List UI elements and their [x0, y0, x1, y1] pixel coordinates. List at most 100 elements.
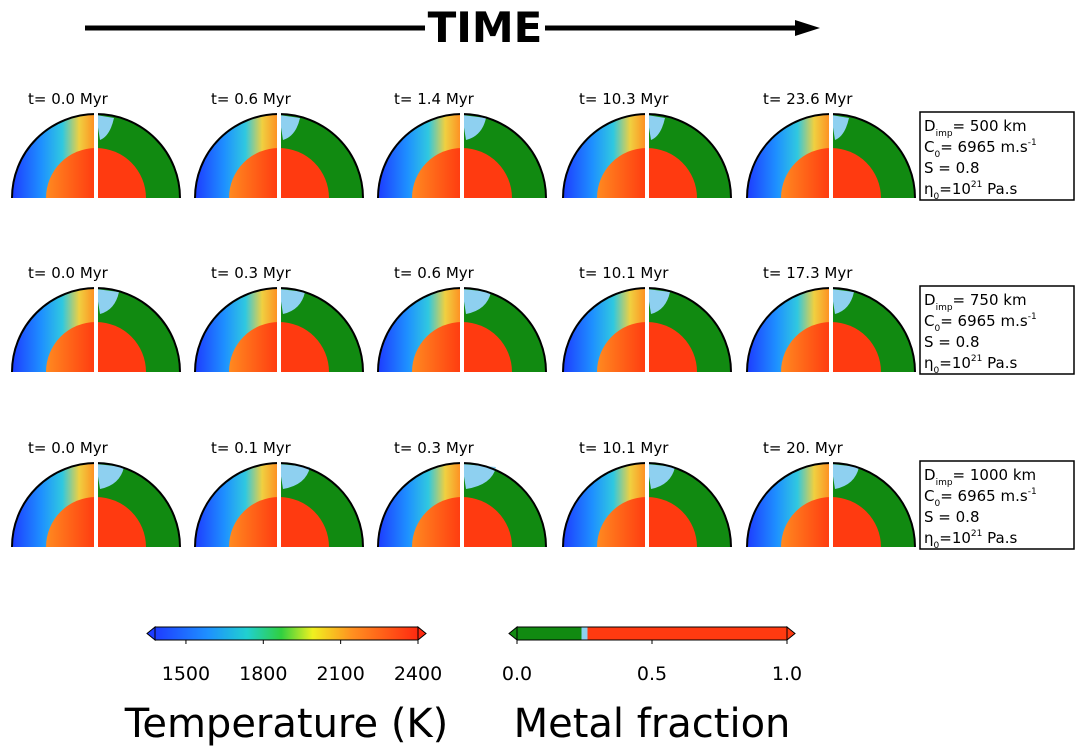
param-sub: 0 — [934, 150, 940, 160]
param-main: C — [924, 312, 934, 330]
metal-blob — [279, 464, 310, 489]
metal-core — [279, 497, 329, 547]
metal-blob — [279, 289, 305, 314]
metal-blob — [647, 289, 670, 314]
metal-blob — [647, 464, 675, 489]
time-label: t= 0.0 Myr — [28, 90, 109, 108]
param-sup: 21 — [971, 354, 982, 364]
mantle-panel — [194, 286, 364, 373]
param-sub: 0 — [934, 192, 940, 202]
param-sub: imp — [936, 478, 953, 488]
metal-core — [647, 322, 697, 372]
param-rest: =10 — [939, 354, 971, 372]
param-sup: -1 — [1028, 312, 1037, 322]
param-rest: = 500 km — [953, 117, 1027, 135]
param-main: S = 0.8 — [924, 333, 979, 351]
metal-core — [462, 497, 512, 547]
param-sub: imp — [936, 303, 953, 313]
mantle-panel — [377, 286, 547, 373]
param-rest: = 6965 m.s — [940, 138, 1028, 156]
mantle-panel — [194, 112, 364, 199]
temperature-core — [46, 497, 96, 547]
metal-core — [831, 322, 881, 372]
param-rest: =10 — [939, 180, 971, 198]
colorbar-tick-label: 1800 — [239, 663, 287, 685]
param-line: η0=1021 Pa.s — [924, 529, 1017, 551]
colorbar-tick-label: 1500 — [162, 663, 210, 685]
metal-blob — [96, 115, 114, 140]
param-rest: = 6965 m.s — [940, 487, 1028, 505]
param-box — [919, 460, 1075, 550]
metal-core — [96, 322, 146, 372]
metal-blob — [831, 289, 854, 314]
time-label: t= 10.1 Myr — [579, 264, 669, 282]
metal-blob — [96, 289, 119, 314]
time-label: t= 0.6 Myr — [394, 264, 475, 282]
temperature-core — [781, 148, 831, 198]
param-tail: Pa.s — [982, 529, 1017, 547]
colorbar-tick-label: 2100 — [316, 663, 364, 685]
param-main: D — [924, 466, 936, 484]
temperature-core — [412, 322, 462, 372]
param-tail: Pa.s — [982, 180, 1017, 198]
metal-core — [462, 322, 512, 372]
metal-blob — [462, 464, 496, 489]
metal-blob — [279, 115, 300, 140]
param-main: D — [924, 117, 936, 135]
param-sup: -1 — [1028, 138, 1037, 148]
under-arrow — [146, 625, 156, 642]
metal-core — [279, 322, 329, 372]
over-arrow — [417, 625, 427, 642]
param-sup: 21 — [971, 529, 982, 539]
temperature-core — [412, 497, 462, 547]
param-sub: imp — [936, 129, 953, 139]
param-box — [919, 111, 1075, 201]
mantle-panel — [11, 112, 181, 199]
colorbar-green — [517, 627, 582, 640]
param-line: Dimp= 750 km — [924, 291, 1027, 313]
colorbar-title: Metal fraction — [514, 701, 791, 747]
temperature-core — [597, 322, 647, 372]
param-line: Dimp= 1000 km — [924, 466, 1036, 488]
temperature-core — [781, 497, 831, 547]
time-label: t= 0.3 Myr — [211, 264, 292, 282]
colorbar-tick-label: 2400 — [394, 663, 442, 685]
param-box — [919, 285, 1075, 375]
param-sub: 0 — [934, 541, 940, 551]
time-label: t= 0.1 Myr — [211, 439, 292, 457]
metal-blob — [96, 464, 124, 489]
metal-core — [647, 497, 697, 547]
mantle-panel — [11, 461, 181, 548]
param-line: C0= 6965 m.s-1 — [924, 138, 1037, 160]
param-main: D — [924, 291, 936, 309]
mantle-panel — [562, 112, 732, 199]
colorbar-tick-label: 1.0 — [772, 663, 802, 685]
colorbar-tick-label: 0.5 — [637, 663, 667, 685]
param-line: S = 0.8 — [924, 333, 979, 351]
mantle-panel — [377, 112, 547, 199]
metal-core — [279, 148, 329, 198]
colorbar-red — [587, 627, 787, 640]
time-label: TIME — [428, 3, 543, 52]
temperature-core — [229, 497, 279, 547]
param-sub: 0 — [934, 499, 940, 509]
time-label: t= 0.0 Myr — [28, 264, 109, 282]
time-label: t= 0.6 Myr — [211, 90, 292, 108]
time-label: t= 20. Myr — [763, 439, 844, 457]
mantle-panel — [194, 461, 364, 548]
colorbar-blue — [581, 627, 588, 640]
colorbar-tick-label: 0.0 — [502, 663, 532, 685]
param-rest: = 1000 km — [953, 466, 1037, 484]
metal-core — [647, 148, 697, 198]
temperature-core — [597, 497, 647, 547]
metal-blob — [831, 464, 859, 489]
param-line: η0=1021 Pa.s — [924, 180, 1017, 202]
param-line: S = 0.8 — [924, 159, 979, 177]
param-tail: Pa.s — [982, 354, 1017, 372]
param-main: η — [924, 529, 934, 547]
over-arrow — [786, 625, 796, 642]
metal-blob — [647, 115, 665, 140]
param-line: C0= 6965 m.s-1 — [924, 487, 1037, 509]
mantle-panel — [746, 112, 916, 199]
